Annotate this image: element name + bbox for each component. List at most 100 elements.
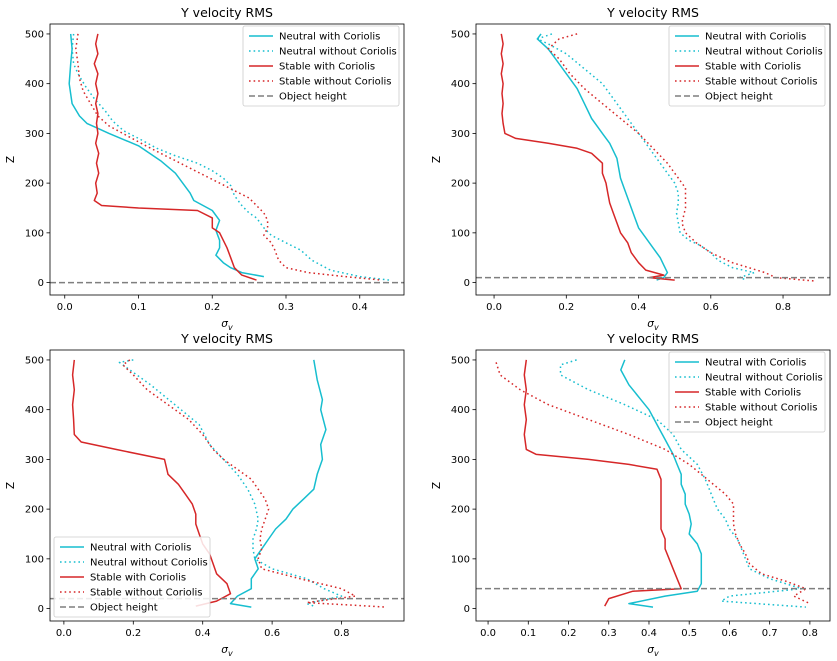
legend-box [668,351,826,433]
y-tick-label: 100 [451,554,470,565]
subplot-title: Y velocity RMS [180,5,273,20]
legend-label-stable-with-coriolis: Stable with Coriolis [705,388,801,399]
legend-label-stable-with-coriolis: Stable with Coriolis [90,573,186,584]
x-tick-label: 0.6 [703,302,719,313]
x-tick-label: 0.0 [480,628,496,639]
subplot-title: Y velocity RMS [606,5,699,20]
legend-label-object-height: Object height [705,418,773,429]
series-group [495,359,811,608]
series-line-stable-with-coriolis [500,33,675,281]
legend-label-object-height: Object height [279,92,347,103]
legend-box [53,536,211,618]
x-axis-label: σv [647,644,659,658]
subplot-4: 0.0 0.1 0.2 0.3 0.4 0.5 0.6 0.7 0.8 0 100 200 300 400… [431,331,831,658]
legend-label-stable-without-coriolis: Stable without Coriolis [279,77,392,88]
x-tick-label: 0.5 [681,628,697,639]
legend-label-stable-with-coriolis: Stable with Coriolis [279,62,375,73]
y-tick-label: 200 [25,505,44,516]
y-tick-label: 500 [25,355,44,366]
legend-box [668,25,826,107]
series-line-stable-without-coriolis [122,359,387,608]
series-line-stable-with-coriolis [93,33,257,281]
y-tick-label: 0 [464,278,470,289]
x-tick-label: 0.2 [558,302,574,313]
y-tick-label: 300 [25,129,44,140]
series-group [500,33,816,282]
x-tick-label: 0.4 [352,302,368,313]
y-tick-label: 200 [451,179,470,190]
legend-label-stable-without-coriolis: Stable without Coriolis [90,588,203,599]
series-line-stable-without-coriolis [75,33,382,281]
series-group [68,33,390,281]
legend: Neutral with Coriolis Neutral without Cor… [668,25,826,107]
x-axis-label-sub: v [228,649,233,658]
legend-label-object-height: Object height [90,603,158,614]
subplot-1: 0.0 0.1 0.2 0.3 0.4 0 100 200 300 400 500 Y velocit… [5,5,405,332]
legend-label-neutral-with-coriolis: Neutral with Coriolis [705,358,806,369]
y-axis-label: Z [431,156,443,163]
y-tick-label: 400 [451,79,470,90]
x-tick-label: 0.8 [334,628,350,639]
y-tick-label: 300 [25,455,44,466]
y-tick-label: 300 [451,455,470,466]
x-axis-label-main: σ [221,644,228,656]
series-line-neutral-with-coriolis [68,33,265,278]
y-tick-label: 200 [25,179,44,190]
legend-label-neutral-without-coriolis: Neutral without Coriolis [90,558,208,569]
x-tick-label: 0.6 [264,628,280,639]
legend: Neutral with Coriolis Neutral without Cor… [668,351,826,433]
legend-label-stable-with-coriolis: Stable with Coriolis [705,62,801,73]
legend-label-neutral-without-coriolis: Neutral without Coriolis [705,47,823,58]
y-tick-label: 100 [25,554,44,565]
legend-label-stable-without-coriolis: Stable without Coriolis [705,403,818,414]
x-tick-label: 0.1 [520,628,536,639]
y-tick-label: 0 [464,604,470,615]
y-tick-label: 300 [451,129,470,140]
series-line-stable-with-coriolis [71,359,232,607]
y-axis-label: Z [5,156,17,163]
x-axis-label-main: σ [647,318,654,330]
series-line-neutral-with-coriolis [229,359,327,608]
y-tick-label: 500 [451,355,470,366]
y-axis-label: Z [431,482,443,489]
x-axis-label: σv [221,644,233,658]
x-tick-label: 0.2 [125,628,141,639]
x-axis-label: σv [647,318,659,332]
series-line-neutral-without-coriolis [536,33,755,281]
x-axis-label-sub: v [228,323,233,332]
y-tick-label: 400 [25,405,44,416]
x-tick-label: 0.4 [641,628,657,639]
x-tick-label: 0.4 [631,302,647,313]
x-tick-label: 0.0 [57,302,73,313]
legend: Neutral with Coriolis Neutral without Cor… [242,25,400,107]
y-tick-label: 0 [38,278,44,289]
x-tick-label: 0.8 [802,628,818,639]
y-tick-label: 500 [451,29,470,40]
y-tick-label: 400 [25,79,44,90]
axes-frame [49,23,405,296]
x-axis-label-main: σ [221,318,228,330]
x-axis-label-sub: v [654,323,659,332]
legend-label-neutral-with-coriolis: Neutral with Coriolis [90,543,191,554]
subplot-2: 0.0 0.2 0.4 0.6 0.8 0 100 200 300 400 500 Y velocit… [431,5,831,332]
legend-label-neutral-without-coriolis: Neutral without Coriolis [279,47,397,58]
legend-label-neutral-with-coriolis: Neutral with Coriolis [705,32,806,43]
y-tick-label: 400 [451,405,470,416]
y-axis-label: Z [5,482,17,489]
x-axis-label-main: σ [647,644,654,656]
legend-label-neutral-with-coriolis: Neutral with Coriolis [279,32,380,43]
subplot-3: 0.0 0.2 0.4 0.6 0.8 0 100 200 300 400 500 Y velocit… [5,331,405,658]
x-tick-label: 0.2 [561,628,577,639]
x-tick-label: 0.8 [775,302,791,313]
series-line-neutral-with-coriolis [620,359,703,608]
axes-frame [49,349,405,622]
axes-frame [475,23,831,296]
legend: Neutral with Coriolis Neutral without Cor… [53,536,211,618]
series-group [71,359,387,608]
x-tick-label: 0.0 [56,628,72,639]
axes-frame [475,349,831,622]
y-tick-label: 0 [38,604,44,615]
legend-box [242,25,400,107]
x-tick-label: 0.7 [762,628,778,639]
x-tick-label: 0.0 [486,302,502,313]
